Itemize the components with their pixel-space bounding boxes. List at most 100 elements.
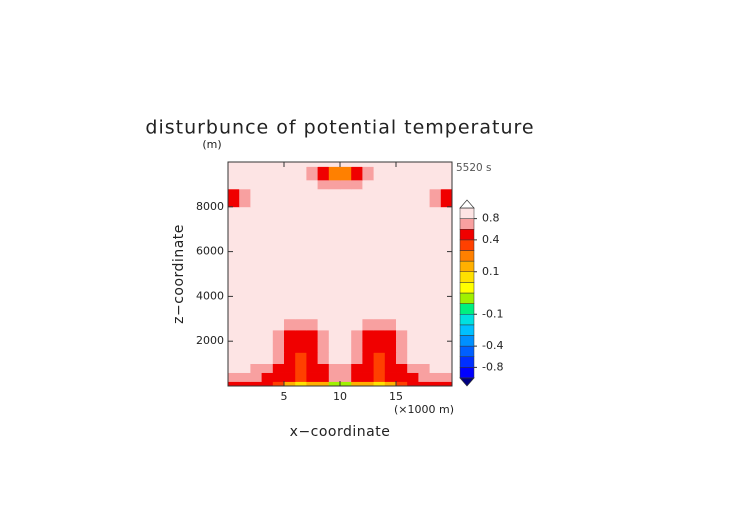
- cell: [328, 381, 341, 387]
- cell: [306, 372, 318, 382]
- cell: [272, 372, 285, 382]
- cell: [340, 166, 352, 181]
- cell: [351, 166, 363, 181]
- cell: [295, 330, 307, 342]
- cell: [272, 188, 285, 208]
- cell: [284, 162, 296, 167]
- cell: [396, 352, 408, 364]
- cell: [261, 330, 274, 342]
- cell: [228, 341, 240, 353]
- cell: [228, 363, 240, 373]
- colorbar-segment: [459, 356, 475, 368]
- cell: [272, 363, 285, 373]
- cell: [284, 188, 296, 208]
- cell: [384, 206, 397, 320]
- cell: [340, 206, 352, 320]
- cell: [250, 363, 262, 373]
- cell: [295, 166, 307, 181]
- cell: [418, 166, 430, 181]
- cell: [351, 363, 363, 373]
- cell: [272, 206, 285, 320]
- cell: [328, 341, 341, 353]
- cell: [429, 318, 442, 331]
- cell: [250, 166, 262, 181]
- cell: [429, 363, 442, 373]
- cell: [272, 341, 285, 353]
- cell: [317, 330, 330, 342]
- colorbar-tick-label: -0.8: [482, 360, 503, 373]
- cell: [351, 179, 363, 190]
- cell: [373, 206, 386, 320]
- cell: [340, 162, 352, 167]
- colorbar-over: [459, 199, 475, 209]
- cell: [295, 381, 307, 387]
- cell: [272, 179, 285, 190]
- cell: [306, 363, 318, 373]
- cell: [440, 352, 453, 364]
- y-tick-label: 4000: [196, 289, 224, 302]
- cell: [272, 381, 285, 387]
- cell: [373, 318, 386, 331]
- cell: [373, 352, 386, 364]
- x-tick-label: 15: [389, 390, 403, 403]
- cell: [407, 341, 419, 353]
- cell: [306, 179, 318, 190]
- cell: [295, 162, 307, 167]
- cell: [418, 162, 430, 167]
- cell: [340, 179, 352, 190]
- colorbar-under: [459, 377, 475, 387]
- cell: [396, 179, 408, 190]
- cell: [418, 372, 430, 382]
- cell: [317, 363, 330, 373]
- cell: [272, 352, 285, 364]
- cell: [351, 206, 363, 320]
- cell: [295, 318, 307, 331]
- cell: [306, 381, 318, 387]
- cell: [418, 341, 430, 353]
- cell: [396, 363, 408, 373]
- cell: [340, 318, 352, 331]
- cell: [384, 381, 397, 387]
- cell: [272, 318, 285, 331]
- cell: [284, 166, 296, 181]
- cell: [261, 188, 274, 208]
- cell: [284, 341, 296, 353]
- cell: [418, 206, 430, 320]
- cell: [396, 381, 408, 387]
- cell: [384, 372, 397, 382]
- cell: [340, 352, 352, 364]
- cell: [340, 372, 352, 382]
- colorbar-segment: [459, 292, 475, 304]
- cell: [250, 179, 262, 190]
- cell: [328, 166, 341, 181]
- cell: [239, 206, 251, 320]
- cell: [272, 162, 285, 167]
- cell: [239, 381, 251, 387]
- cell: [317, 318, 330, 331]
- cell: [295, 206, 307, 320]
- cell: [407, 330, 419, 342]
- cell: [373, 179, 386, 190]
- cell: [284, 352, 296, 364]
- cell: [295, 363, 307, 373]
- cell: [239, 352, 251, 364]
- cell: [340, 341, 352, 353]
- cell: [317, 166, 330, 181]
- cell: [284, 206, 296, 320]
- cell: [351, 162, 363, 167]
- x-unit: (×1000 m): [394, 403, 454, 416]
- cell: [250, 381, 262, 387]
- cell: [440, 179, 453, 190]
- cell: [328, 188, 341, 208]
- cell: [362, 363, 374, 373]
- cell: [351, 381, 363, 387]
- cell: [429, 166, 442, 181]
- colorbar-segment: [459, 324, 475, 336]
- cell: [429, 179, 442, 190]
- cell: [440, 166, 453, 181]
- cell: [228, 179, 240, 190]
- cell: [239, 330, 251, 342]
- cell: [373, 363, 386, 373]
- cell: [239, 363, 251, 373]
- cell: [396, 162, 408, 167]
